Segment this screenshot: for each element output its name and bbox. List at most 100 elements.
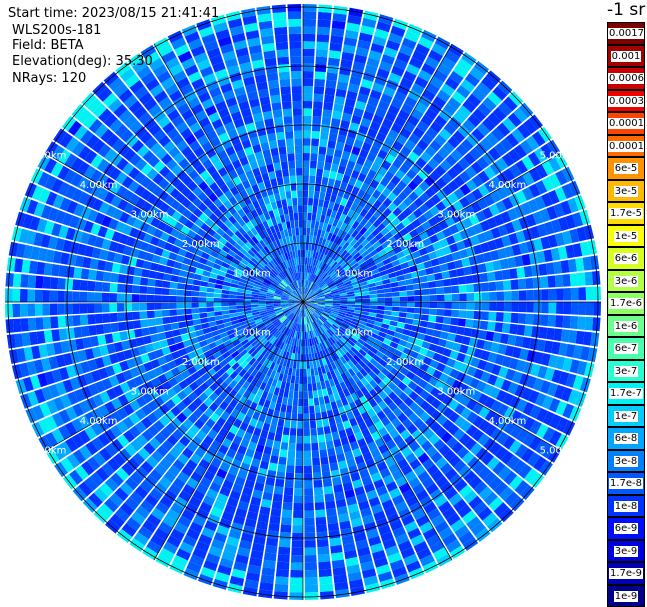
ray-gate xyxy=(271,394,278,403)
ray-gate xyxy=(51,263,60,277)
ray-gate xyxy=(163,140,176,153)
ray-gate xyxy=(477,263,487,273)
ray-gate xyxy=(323,162,332,171)
ray-gate xyxy=(453,64,468,78)
ray-gate xyxy=(459,229,470,240)
ray-gate xyxy=(104,498,119,513)
ray-gate xyxy=(315,56,328,65)
ray-gate xyxy=(549,414,562,429)
ray-gate xyxy=(286,405,293,414)
ray-gate xyxy=(403,273,413,280)
ray-gate xyxy=(254,174,264,184)
ray-gate xyxy=(372,404,382,415)
ray-gate xyxy=(422,302,430,308)
ray-gate xyxy=(88,269,97,281)
ray-gate xyxy=(310,435,318,444)
ray-gate xyxy=(239,61,252,72)
ray-gate xyxy=(387,358,397,368)
ray-gate xyxy=(500,211,512,224)
ray-gate xyxy=(281,253,287,262)
colorbar-level: 1.7e-6 xyxy=(607,292,645,315)
ray-gate xyxy=(330,469,341,479)
ray-gate xyxy=(305,279,308,288)
ray-gate xyxy=(309,360,314,369)
ray-gate xyxy=(94,313,103,324)
ray-gate xyxy=(531,264,540,277)
ray-gate xyxy=(355,414,364,425)
ray-gate xyxy=(236,250,245,259)
ray-gate xyxy=(111,438,124,453)
ray-gate xyxy=(399,44,414,57)
ray-gate xyxy=(258,397,266,407)
ray-gate xyxy=(296,288,300,296)
ray-gate xyxy=(192,318,201,326)
ray-gate xyxy=(48,356,59,370)
ray-gate xyxy=(435,457,448,470)
ray-gate xyxy=(44,175,57,190)
ray-gate xyxy=(350,249,359,257)
ray-gate xyxy=(270,217,278,226)
ray-gate xyxy=(60,394,72,409)
ray-gate xyxy=(547,382,559,397)
ray-gate xyxy=(323,291,332,295)
ray-gate xyxy=(309,296,318,300)
ray-gate xyxy=(88,325,97,336)
ray-gate xyxy=(514,335,524,348)
ray-gate xyxy=(347,302,356,305)
ray-gate xyxy=(346,328,355,335)
ray-gate xyxy=(124,312,133,321)
ray-gate xyxy=(172,555,188,568)
ray-gate xyxy=(253,316,262,321)
ray-gate xyxy=(435,475,449,488)
ray-gate xyxy=(364,392,374,402)
ray-gate xyxy=(344,450,354,461)
ray-gate xyxy=(220,43,234,55)
ray-gate xyxy=(135,396,147,408)
ray-gate xyxy=(95,324,105,335)
ray-gate xyxy=(560,387,573,402)
ray-gate xyxy=(565,244,575,259)
ray-gate xyxy=(335,318,343,325)
ray-gate xyxy=(309,304,317,308)
ray-gate xyxy=(215,100,228,112)
ray-gate xyxy=(410,534,425,547)
ray-gate xyxy=(280,302,289,305)
ray-gate xyxy=(176,548,191,561)
ray-gate xyxy=(97,225,108,238)
ray-gate xyxy=(119,360,130,372)
ray-gate xyxy=(262,149,272,159)
ray-gate xyxy=(250,349,259,358)
ray-gate xyxy=(235,182,245,193)
ray-gate xyxy=(228,265,237,272)
ray-gate xyxy=(494,142,507,157)
ray-gate xyxy=(515,159,528,174)
ray-gate xyxy=(172,329,181,337)
ray-gate xyxy=(384,136,396,147)
ray-gate xyxy=(341,334,350,342)
ray-gate xyxy=(459,302,467,310)
ray-gate xyxy=(58,409,71,424)
ray-gate xyxy=(243,329,252,336)
ray-gate xyxy=(511,290,520,301)
ray-gate xyxy=(87,383,99,396)
ray-gate xyxy=(240,108,252,118)
ray-gate xyxy=(313,267,318,275)
ray-gate xyxy=(156,239,167,249)
ray-gate xyxy=(520,484,535,501)
ray-gate xyxy=(430,387,441,398)
ray-gate xyxy=(320,124,330,133)
ray-gate xyxy=(203,559,218,572)
ray-gate xyxy=(207,429,218,440)
ray-gate xyxy=(554,232,565,247)
ray-gate xyxy=(284,123,293,132)
ray-gate xyxy=(298,257,301,265)
ray-gate xyxy=(298,287,302,295)
ray-gate xyxy=(277,139,286,148)
ray-gate xyxy=(489,442,502,456)
ray-gate xyxy=(84,150,98,165)
ray-gate xyxy=(393,246,403,255)
ray-gate xyxy=(130,511,146,526)
ray-gate xyxy=(94,357,105,369)
ray-gate xyxy=(269,424,277,434)
ray-gate xyxy=(338,429,347,439)
